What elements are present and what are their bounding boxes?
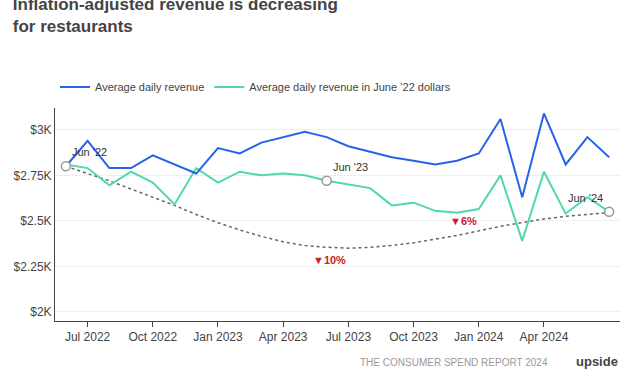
- svg-text:Jan 2023: Jan 2023: [193, 330, 243, 344]
- svg-text:▼10%: ▼10%: [313, 254, 346, 266]
- svg-text:Apr 2024: Apr 2024: [520, 330, 569, 344]
- svg-text:Oct 2022: Oct 2022: [128, 330, 177, 344]
- svg-text:$2.5K: $2.5K: [20, 214, 51, 228]
- svg-text:Average daily revenue: Average daily revenue: [95, 81, 204, 93]
- svg-text:Apr 2023: Apr 2023: [259, 330, 308, 344]
- svg-text:upside: upside: [576, 354, 618, 369]
- svg-text:$2.75K: $2.75K: [14, 169, 52, 183]
- svg-text:Average daily revenue in June: Average daily revenue in June ’22 dollar…: [249, 81, 450, 93]
- svg-text:Jul 2022: Jul 2022: [65, 330, 111, 344]
- svg-text:Jul 2023: Jul 2023: [326, 330, 372, 344]
- svg-text:Jun '23: Jun '23: [333, 161, 368, 173]
- svg-text:▼6%: ▼6%: [450, 215, 477, 227]
- svg-text:$2.25K: $2.25K: [14, 260, 52, 274]
- svg-text:THE CONSUMER SPEND REPORT 2024: THE CONSUMER SPEND REPORT 2024: [360, 357, 548, 368]
- svg-text:Oct 2023: Oct 2023: [389, 330, 438, 344]
- svg-text:$2K: $2K: [30, 305, 51, 319]
- svg-text:Jun '24: Jun '24: [568, 192, 603, 204]
- svg-text:Jun '22: Jun '22: [72, 146, 107, 158]
- svg-text:Inflation-adjusted revenue is: Inflation-adjusted revenue is decreasing…: [13, 0, 338, 36]
- svg-text:$3K: $3K: [30, 123, 51, 137]
- svg-text:Jan 2024: Jan 2024: [454, 330, 504, 344]
